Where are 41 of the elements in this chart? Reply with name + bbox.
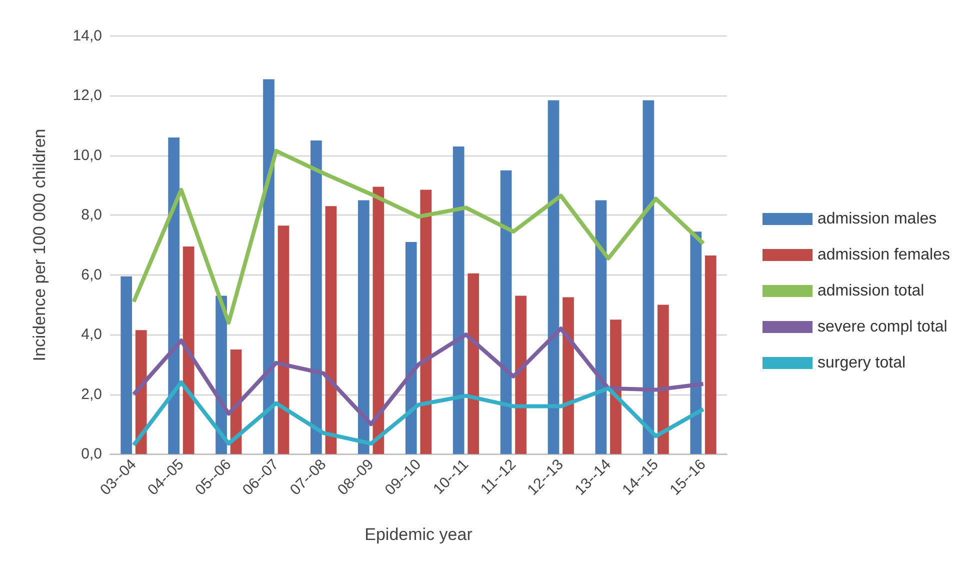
bar: [548, 100, 560, 454]
y-tick-label: 8,0: [81, 206, 102, 224]
bar: [263, 79, 274, 454]
y-tick-label: 10,0: [72, 146, 102, 164]
legend-label: admission males: [818, 210, 937, 228]
line-series: [132, 326, 706, 426]
y-tick-label: 4,0: [81, 326, 102, 344]
line-series: [132, 148, 706, 325]
x-axis-title: Epidemic year: [364, 525, 473, 544]
bar: [310, 140, 322, 454]
y-tick-label: 14,0: [72, 28, 102, 44]
y-axis-title: Incidence per 100 000 children: [30, 128, 49, 362]
bar: [468, 273, 480, 454]
bar: [405, 242, 417, 454]
bar: [420, 190, 432, 454]
bar: [658, 304, 669, 454]
bar: [500, 170, 512, 454]
bar: [595, 200, 607, 454]
legend-label: surgery total: [818, 354, 906, 372]
y-tick-label: 6,0: [81, 266, 102, 284]
bar: [515, 296, 526, 454]
legend-label: severe compl total: [818, 318, 948, 336]
bar: [358, 200, 370, 454]
bar: [452, 146, 464, 454]
bar: [278, 226, 290, 454]
bar: [120, 276, 132, 454]
line-series: [132, 380, 706, 448]
y-tick-label: 12,0: [72, 87, 102, 104]
bar: [642, 100, 654, 454]
bar: [690, 232, 702, 454]
legend-label: admission females: [818, 246, 950, 264]
bar: [325, 206, 337, 454]
bar: [372, 186, 384, 454]
bar: [182, 246, 194, 454]
bar: [168, 138, 180, 454]
legend-label: admission total: [818, 282, 924, 300]
bar: [610, 320, 622, 454]
bar: [562, 297, 574, 454]
bar: [704, 255, 716, 454]
y-tick-label: 0,0: [81, 446, 102, 462]
y-tick-label: 2,0: [81, 386, 102, 403]
